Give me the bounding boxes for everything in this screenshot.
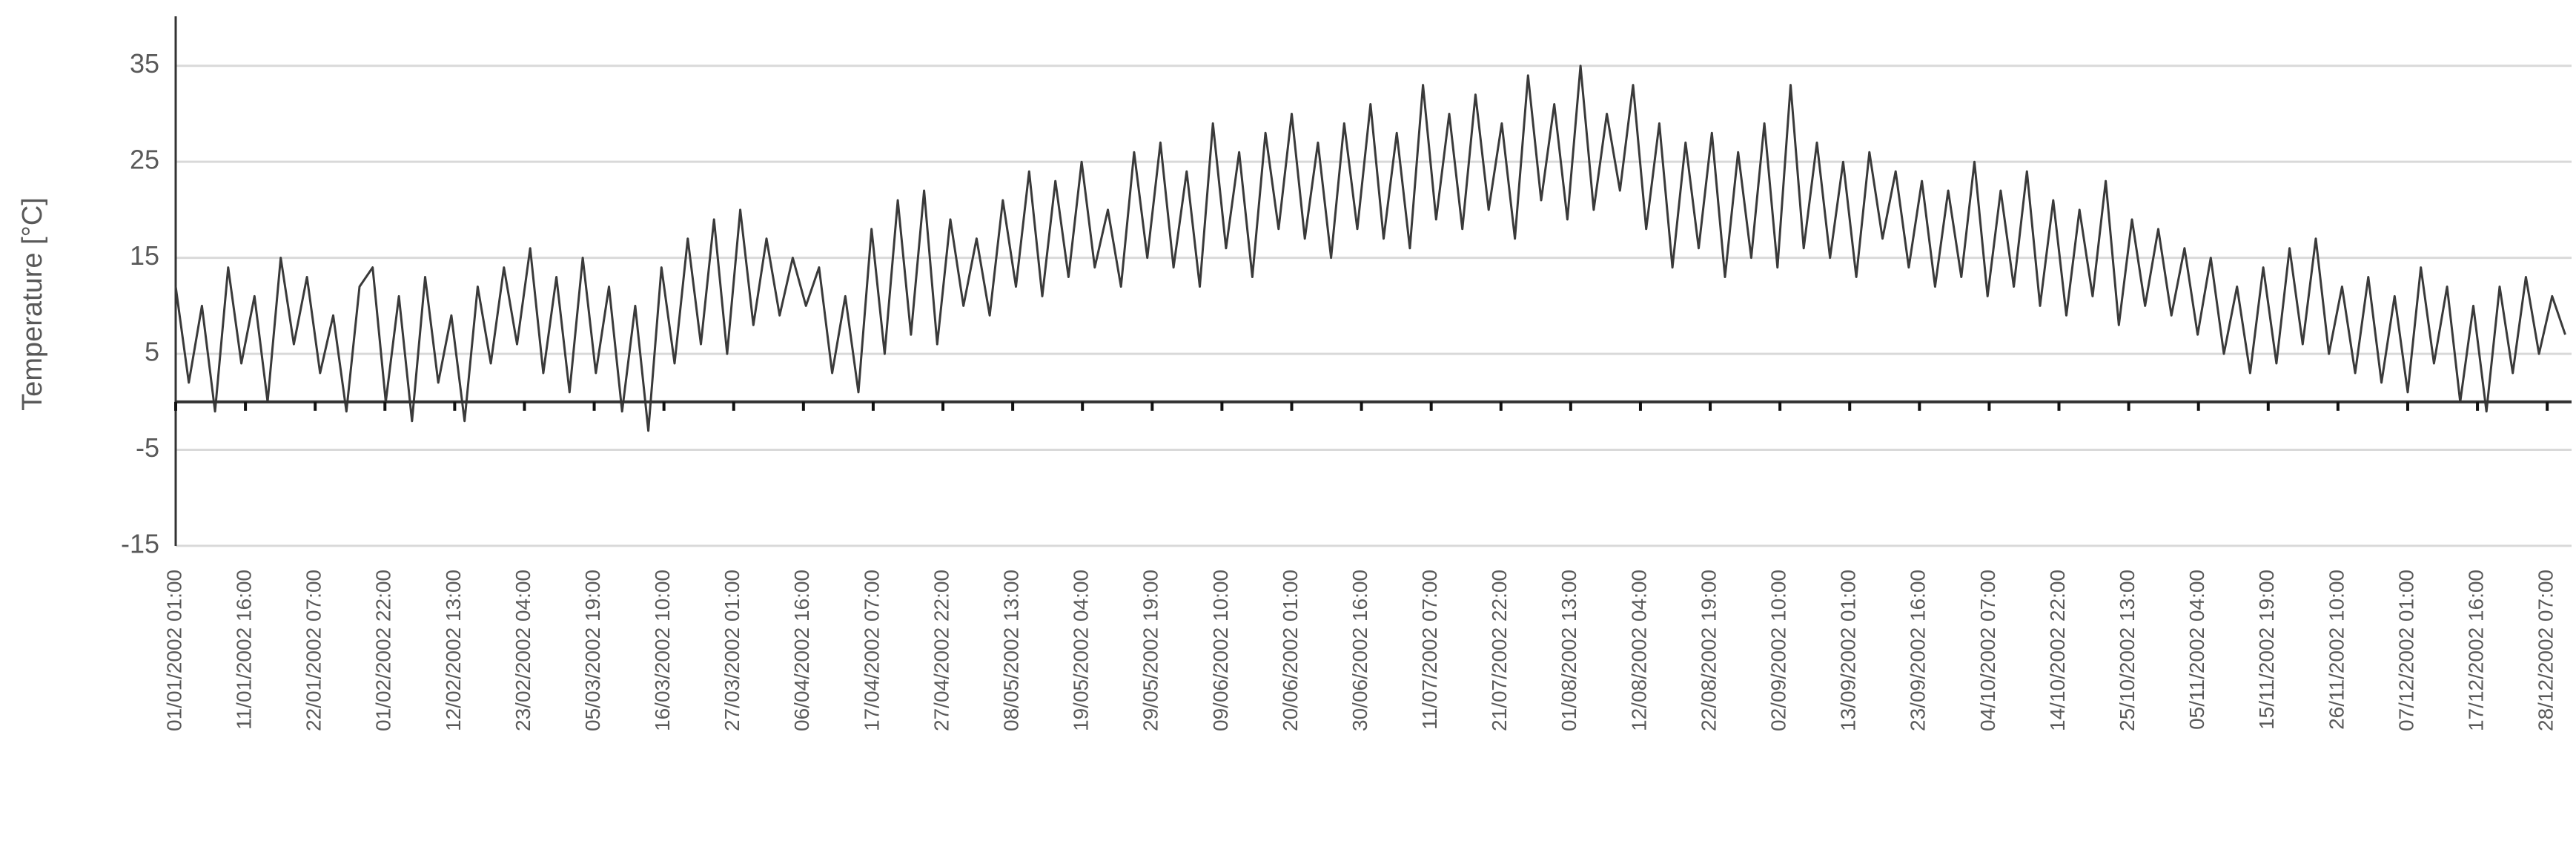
x-tick-label: 17/04/2002 07:00 (860, 570, 883, 731)
x-tick-label: 28/12/2002 07:00 (2534, 570, 2557, 731)
x-tick-label: 04/10/2002 07:00 (1976, 570, 1999, 731)
x-tick-label: 20/06/2002 01:00 (1279, 570, 1302, 731)
x-tick-label: 11/01/2002 16:00 (232, 570, 255, 730)
x-tick-label: 07/12/2002 01:00 (2394, 570, 2417, 731)
x-tick-label: 08/05/2002 13:00 (1000, 570, 1023, 731)
x-tick-label: 29/05/2002 19:00 (1139, 570, 1162, 731)
x-tick-label: 15/11/2002 19:00 (2255, 570, 2278, 730)
x-tick-label: 16/03/2002 10:00 (651, 570, 674, 731)
x-tick-label: 05/11/2002 04:00 (2185, 570, 2208, 730)
x-tick-label: 22/01/2002 07:00 (302, 570, 325, 731)
x-tick-label: 12/02/2002 13:00 (442, 570, 465, 731)
x-tick-label: 01/01/2002 01:00 (162, 570, 185, 731)
x-tick-label: 12/08/2002 04:00 (1627, 570, 1650, 731)
x-tick-label: 30/06/2002 16:00 (1348, 570, 1371, 731)
x-tick-label: 27/03/2002 01:00 (721, 570, 744, 731)
x-tick-label: 25/10/2002 13:00 (2116, 570, 2139, 731)
x-tick-label: 23/09/2002 16:00 (1907, 570, 1930, 731)
y-tick-label: -5 (136, 432, 159, 463)
y-tick-label: 5 (145, 337, 159, 367)
x-tick-label: 27/04/2002 22:00 (930, 570, 953, 731)
x-tick-label: 13/09/2002 01:00 (1837, 570, 1860, 731)
x-tick-label: 23/02/2002 04:00 (511, 570, 534, 731)
x-tick-label: 17/12/2002 16:00 (2464, 570, 2487, 731)
x-tick-label: 14/10/2002 22:00 (2046, 570, 2069, 731)
x-tick-label: 09/06/2002 10:00 (1209, 570, 1232, 731)
x-tick-label: 21/07/2002 22:00 (1488, 570, 1511, 731)
x-tick-label: 22/08/2002 19:00 (1697, 570, 1720, 731)
x-tick-label: 05/03/2002 19:00 (581, 570, 604, 731)
x-tick-label: 26/11/2002 10:00 (2325, 570, 2348, 730)
y-tick-label: 35 (130, 48, 159, 79)
x-tick-label: 19/05/2002 04:00 (1070, 570, 1093, 731)
x-tick-label: 02/09/2002 10:00 (1767, 570, 1790, 731)
x-tick-label: 01/02/2002 22:00 (372, 570, 395, 731)
x-tick-label: 06/04/2002 16:00 (790, 570, 813, 731)
series-line (174, 65, 2566, 432)
x-tick-label: 01/08/2002 13:00 (1557, 570, 1580, 731)
y-tick-label: 25 (130, 145, 159, 175)
x-tick-label: 11/07/2002 07:00 (1418, 570, 1441, 730)
y-tick-label: -15 (121, 529, 159, 559)
y-tick-label: 15 (130, 240, 159, 271)
y-axis-title: Temperature [°C] (17, 197, 48, 411)
